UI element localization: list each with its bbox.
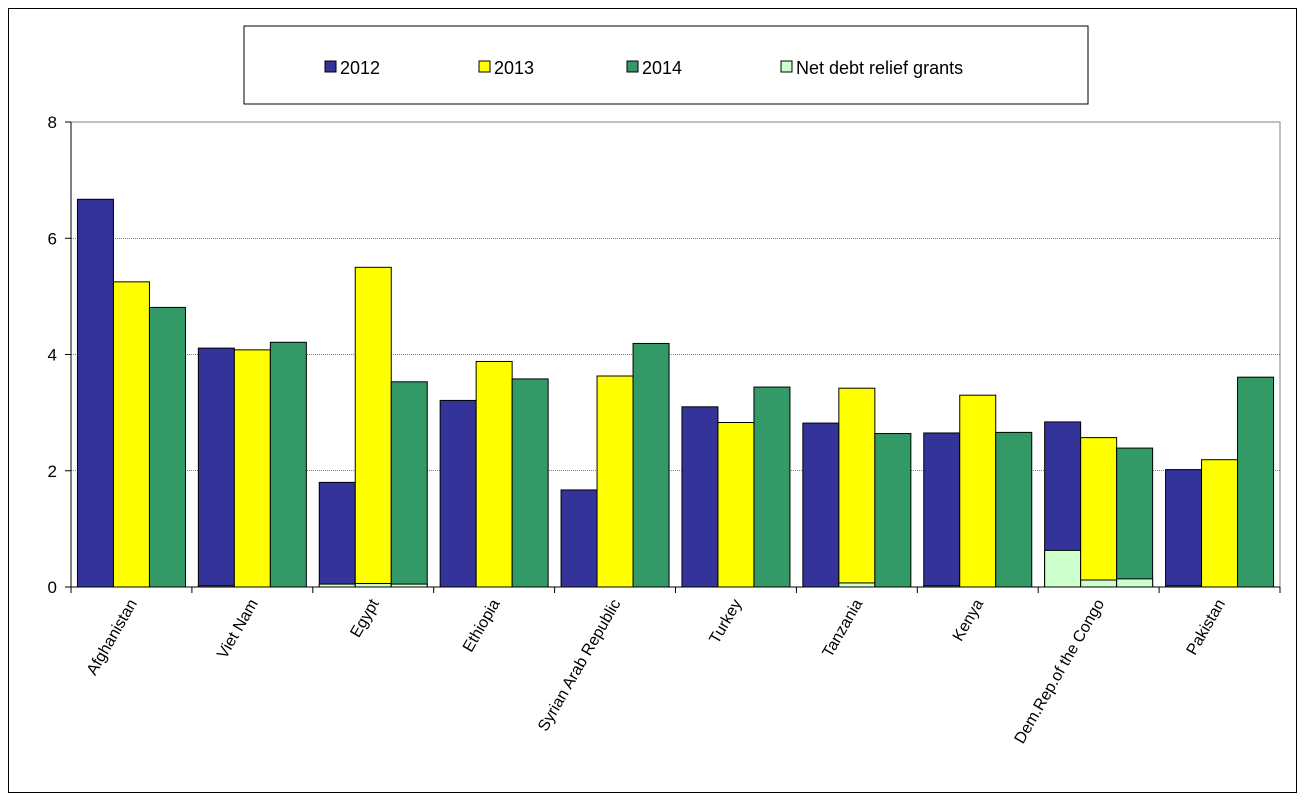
x-tick-label: Tanzania — [820, 596, 867, 660]
bar-2013-afghanistan — [113, 282, 149, 587]
bar-2014-viet-nam — [270, 342, 306, 587]
bar-2012-ethiopia — [440, 400, 476, 587]
bar-debt-relief-2014-dem-rep-of-the-congo — [1117, 579, 1153, 587]
legend-swatch-1 — [325, 61, 336, 72]
x-tick-label: Turkey — [707, 597, 746, 647]
bar-2013-pakistan — [1202, 460, 1238, 587]
bar-2013-dem-rep-of-the-congo — [1081, 438, 1117, 587]
bar-2012-pakistan — [1166, 470, 1202, 587]
bar-2013-kenya — [960, 395, 996, 587]
bar-2014-kenya — [996, 432, 1032, 587]
bar-2013-turkey — [718, 423, 754, 587]
bar-2012-tanzania — [803, 423, 839, 587]
bar-2014-afghanistan — [149, 307, 185, 587]
bar-debt-relief-2012-egypt — [319, 584, 355, 587]
x-tick-label: Pakistan — [1184, 597, 1229, 659]
bar-2012-turkey — [682, 407, 718, 587]
y-tick-label: 4 — [48, 346, 57, 365]
legend-label-4: Net debt relief grants — [796, 58, 963, 78]
bar-2014-ethiopia — [512, 379, 548, 587]
x-tick-label: Syrian Arab Republic — [535, 597, 624, 735]
legend-swatch-3 — [627, 61, 638, 72]
y-tick-label: 6 — [48, 229, 57, 248]
bar-2014-pakistan — [1238, 377, 1274, 587]
x-tick-label: Afghanistan — [84, 597, 141, 679]
legend-label-3: 2014 — [642, 58, 682, 78]
bar-2014-egypt — [391, 382, 427, 587]
bar-2013-syrian-arab-republic — [597, 376, 633, 587]
x-tick-label: Dem.Rep.of the Congo — [1012, 596, 1109, 746]
x-tick-label: Ethiopia — [460, 596, 504, 655]
bar-2013-viet-nam — [234, 350, 270, 587]
legend-label-1: 2012 — [340, 58, 380, 78]
y-tick-label: 0 — [48, 578, 57, 597]
bar-debt-relief-2012-pakistan — [1166, 586, 1202, 587]
bar-debt-relief-2014-egypt — [391, 584, 427, 587]
x-tick-label: Kenya — [950, 596, 987, 644]
bar-2012-afghanistan — [77, 199, 113, 587]
bar-debt-relief-2013-dem-rep-of-the-congo — [1081, 580, 1117, 587]
y-tick-label: 2 — [48, 462, 57, 481]
bar-2013-ethiopia — [476, 361, 512, 587]
y-tick-label: 8 — [48, 113, 57, 132]
bar-2013-tanzania — [839, 388, 875, 587]
legend-swatch-2 — [479, 61, 490, 72]
bar-debt-relief-2013-egypt — [355, 584, 391, 587]
bar-2012-syrian-arab-republic — [561, 490, 597, 587]
bar-debt-relief-2012-dem-rep-of-the-congo — [1045, 550, 1081, 587]
bar-2012-viet-nam — [198, 348, 234, 587]
bar-2013-egypt — [355, 267, 391, 587]
x-tick-label: Viet Nam — [214, 597, 261, 662]
bar-debt-relief-2012-kenya — [924, 586, 960, 587]
bar-2014-dem-rep-of-the-congo — [1117, 448, 1153, 587]
legend-label-2: 2013 — [494, 58, 534, 78]
bar-debt-relief-2012-viet-nam — [198, 586, 234, 587]
bar-2014-syrian-arab-republic — [633, 343, 669, 587]
bar-2012-egypt — [319, 482, 355, 587]
bar-2014-turkey — [754, 387, 790, 587]
x-tick-label: Egypt — [348, 596, 383, 640]
legend-swatch-4 — [781, 61, 792, 72]
bar-2012-kenya — [924, 433, 960, 587]
bar-2014-tanzania — [875, 434, 911, 587]
bar-debt-relief-2013-tanzania — [839, 583, 875, 587]
